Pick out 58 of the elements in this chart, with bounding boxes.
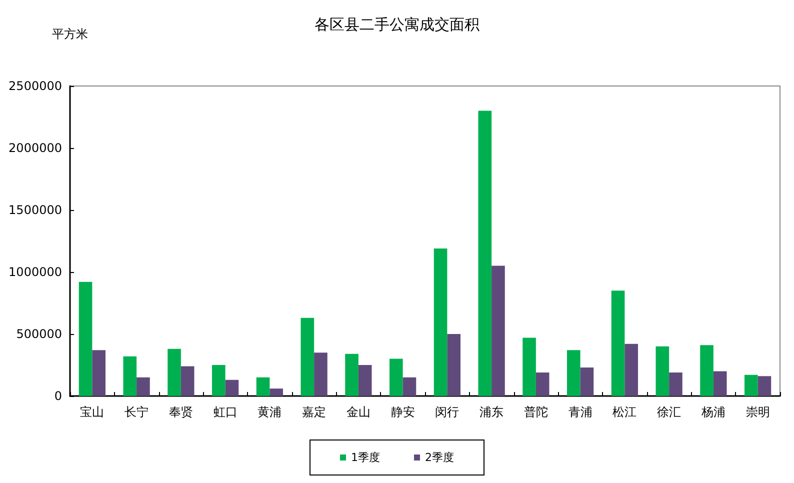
y-tick-label: 0 [54, 389, 62, 403]
x-tick-label: 长宁 [124, 405, 149, 419]
x-tick-label: 宝山 [80, 405, 104, 419]
bar [758, 376, 772, 396]
bar [402, 377, 416, 396]
bar [358, 365, 372, 396]
x-tick-label: 黄浦 [258, 405, 282, 419]
y-tick-label: 2500000 [8, 79, 62, 93]
bar [180, 366, 194, 396]
bar [123, 356, 137, 396]
bar [434, 248, 448, 396]
chart-title: 各区县二手公寓成交面积 [314, 16, 480, 34]
x-tick-label: 普陀 [524, 405, 548, 419]
x-tick-label: 闵行 [435, 405, 460, 419]
bar [447, 334, 460, 396]
bar [536, 372, 550, 396]
y-tick-label: 1500000 [8, 203, 62, 217]
x-tick-label: 浦东 [480, 405, 504, 419]
x-tick-label: 杨浦 [700, 405, 726, 419]
x-tick-label: 嘉定 [302, 405, 326, 419]
y-tick-label: 2000000 [8, 141, 62, 155]
bar [580, 367, 594, 396]
bar [669, 372, 682, 396]
bar [611, 290, 625, 396]
bar [713, 371, 727, 396]
x-tick-label: 青浦 [568, 405, 592, 419]
bar [78, 282, 92, 396]
bar [390, 358, 403, 396]
x-tick-label: 徐汇 [657, 405, 682, 419]
bar [656, 346, 670, 396]
bar [478, 110, 492, 396]
bar [168, 348, 181, 396]
x-tick-label: 崇明 [746, 405, 770, 419]
bar [92, 350, 106, 396]
bar [212, 365, 226, 396]
x-tick-label: 松江 [612, 405, 637, 419]
bar [744, 374, 758, 396]
x-tick-label: 奉贤 [168, 405, 193, 419]
x-tick-label: 虹口 [213, 405, 238, 419]
x-tick-label: 金山 [346, 405, 370, 419]
bar [522, 338, 536, 396]
bar [270, 388, 283, 396]
bar [300, 318, 314, 396]
bar [345, 354, 358, 396]
legend-label: 1季度 [351, 451, 380, 464]
legend-label: 2季度 [425, 451, 454, 464]
bar [492, 266, 505, 396]
y-axis-title: 平方米 [52, 27, 88, 41]
y-tick-label: 500000 [16, 327, 62, 341]
y-tick-label: 1000000 [8, 265, 62, 279]
bar [567, 350, 580, 396]
bar [314, 352, 328, 396]
bar [624, 344, 638, 396]
bar [225, 380, 239, 396]
bar [256, 377, 270, 396]
bar [700, 345, 714, 396]
bar [136, 377, 150, 396]
x-tick-label: 静安 [390, 405, 415, 419]
